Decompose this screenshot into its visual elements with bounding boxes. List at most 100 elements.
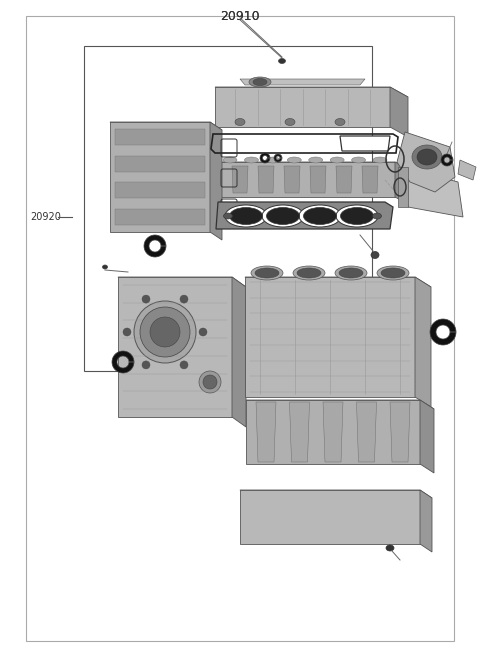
- Polygon shape: [215, 162, 395, 197]
- Ellipse shape: [229, 208, 263, 225]
- Ellipse shape: [351, 157, 366, 163]
- Polygon shape: [232, 166, 248, 193]
- Polygon shape: [112, 351, 134, 373]
- Polygon shape: [115, 183, 205, 198]
- Polygon shape: [430, 319, 456, 345]
- Polygon shape: [115, 156, 205, 171]
- Ellipse shape: [377, 266, 409, 280]
- Polygon shape: [340, 136, 390, 151]
- Polygon shape: [245, 277, 415, 397]
- Ellipse shape: [251, 266, 283, 280]
- Ellipse shape: [339, 268, 363, 278]
- Bar: [26, 16, 454, 641]
- Polygon shape: [390, 87, 408, 137]
- Ellipse shape: [303, 208, 336, 225]
- Polygon shape: [323, 402, 343, 462]
- Ellipse shape: [371, 252, 379, 258]
- Ellipse shape: [417, 149, 437, 165]
- Ellipse shape: [381, 268, 405, 278]
- Polygon shape: [232, 277, 246, 427]
- Polygon shape: [246, 400, 434, 409]
- Polygon shape: [115, 129, 205, 145]
- Polygon shape: [458, 160, 476, 180]
- Polygon shape: [362, 166, 378, 193]
- Ellipse shape: [199, 328, 207, 336]
- Polygon shape: [215, 87, 390, 127]
- Polygon shape: [215, 87, 408, 97]
- Ellipse shape: [297, 268, 321, 278]
- Polygon shape: [118, 277, 246, 287]
- Ellipse shape: [235, 118, 245, 125]
- Ellipse shape: [255, 268, 279, 278]
- Polygon shape: [310, 166, 326, 193]
- Ellipse shape: [123, 328, 131, 336]
- Polygon shape: [403, 167, 463, 217]
- Ellipse shape: [266, 208, 300, 225]
- Ellipse shape: [103, 265, 108, 269]
- Polygon shape: [210, 122, 222, 240]
- Polygon shape: [415, 277, 431, 407]
- Ellipse shape: [180, 361, 188, 369]
- Text: 20920: 20920: [30, 212, 61, 222]
- Polygon shape: [258, 166, 274, 193]
- Text: 20910: 20910: [220, 10, 260, 23]
- Ellipse shape: [253, 78, 267, 85]
- Polygon shape: [240, 490, 420, 544]
- Ellipse shape: [244, 157, 258, 163]
- Ellipse shape: [223, 157, 237, 163]
- Polygon shape: [240, 490, 432, 498]
- Ellipse shape: [293, 266, 325, 280]
- Ellipse shape: [266, 157, 280, 163]
- Polygon shape: [110, 122, 210, 232]
- Polygon shape: [110, 122, 222, 130]
- Bar: [84, 46, 372, 371]
- Ellipse shape: [249, 77, 271, 87]
- Ellipse shape: [142, 361, 150, 369]
- Ellipse shape: [142, 295, 150, 303]
- Polygon shape: [256, 402, 276, 462]
- Polygon shape: [336, 166, 352, 193]
- Polygon shape: [420, 490, 432, 552]
- Polygon shape: [420, 400, 434, 473]
- Polygon shape: [274, 154, 282, 162]
- Ellipse shape: [140, 307, 190, 357]
- Polygon shape: [216, 202, 393, 229]
- Polygon shape: [260, 153, 270, 163]
- Ellipse shape: [309, 157, 323, 163]
- Polygon shape: [245, 277, 431, 287]
- Ellipse shape: [224, 213, 232, 219]
- Ellipse shape: [372, 213, 382, 219]
- Ellipse shape: [299, 205, 341, 227]
- Polygon shape: [289, 402, 310, 462]
- Text: 20910: 20910: [220, 10, 260, 23]
- Ellipse shape: [386, 545, 394, 551]
- Polygon shape: [390, 402, 410, 462]
- Ellipse shape: [336, 205, 378, 227]
- Ellipse shape: [330, 157, 344, 163]
- Polygon shape: [357, 402, 376, 462]
- Polygon shape: [144, 235, 166, 257]
- Ellipse shape: [412, 145, 442, 169]
- Polygon shape: [284, 166, 300, 193]
- Ellipse shape: [335, 266, 367, 280]
- Ellipse shape: [278, 58, 286, 64]
- Polygon shape: [246, 400, 420, 464]
- Polygon shape: [240, 79, 365, 85]
- Polygon shape: [397, 132, 455, 192]
- Ellipse shape: [199, 371, 221, 393]
- Ellipse shape: [203, 375, 217, 389]
- Polygon shape: [395, 162, 410, 205]
- Ellipse shape: [225, 205, 267, 227]
- Ellipse shape: [373, 157, 387, 163]
- Polygon shape: [215, 162, 410, 170]
- Ellipse shape: [262, 205, 304, 227]
- Ellipse shape: [134, 301, 196, 363]
- Polygon shape: [441, 154, 453, 166]
- Ellipse shape: [335, 118, 345, 125]
- Polygon shape: [118, 277, 232, 417]
- Ellipse shape: [340, 208, 373, 225]
- Polygon shape: [398, 167, 408, 207]
- Ellipse shape: [150, 317, 180, 347]
- Ellipse shape: [288, 157, 301, 163]
- Ellipse shape: [285, 118, 295, 125]
